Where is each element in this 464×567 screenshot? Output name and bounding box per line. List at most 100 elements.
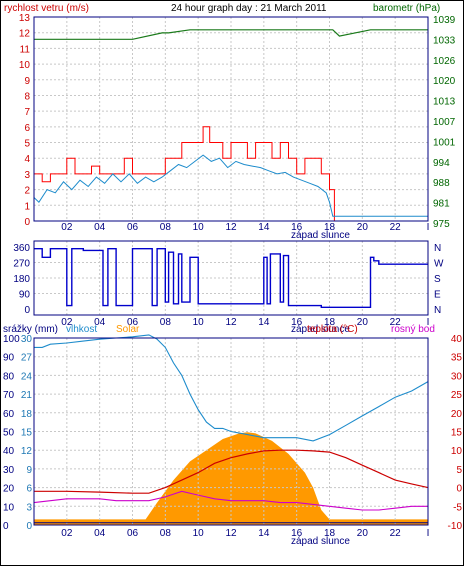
x-tick-label: 18 — [324, 528, 336, 539]
temperature-tick-label: 20 — [451, 409, 463, 420]
temperature-tick-label: 40 — [451, 334, 463, 345]
rain-tick-label: 80 — [3, 371, 15, 382]
temperature-tick-label: 30 — [451, 371, 463, 382]
humidity-tick-label: 21 — [21, 390, 33, 401]
wind-tick-label: 4 — [24, 154, 30, 165]
humidity-tick-label: 15 — [21, 428, 33, 439]
wind-pressure-chart: rychlost vetru (m/s) 24 hour graph day :… — [4, 3, 456, 241]
pressure-y-ticks: 975 981 988 994 1001 1007 1013 1020 1026 1033 1039 — [433, 15, 456, 230]
compass-tick-label: E — [434, 290, 441, 301]
pressure-axis-title: barometr (hPa) — [373, 3, 440, 14]
direction-x-ticks: 02 04 06 08 10 12 14 16 18 20 22 I — [61, 317, 429, 328]
temperature-tick-label: 0 — [456, 484, 462, 495]
wind-tick-label: 13 — [19, 13, 31, 24]
wind-tick-label: 10 — [19, 60, 31, 71]
temperature-tick-label: 5 — [456, 465, 462, 476]
wind-speed-line — [33, 154, 428, 217]
x-tick-label: 08 — [160, 222, 172, 233]
rain-tick-label: 10 — [3, 502, 15, 513]
sunset-label: západ slunce — [291, 230, 350, 241]
pressure-tick-label: 994 — [433, 158, 450, 169]
rain-y-ticks: 0 10 20 30 40 50 60 70 80 90 100 — [3, 334, 20, 532]
rain-tick-label: 70 — [3, 390, 15, 401]
wind-axis-title: rychlost vetru (m/s) — [4, 3, 89, 14]
x-tick-label: 04 — [94, 222, 106, 233]
x-tick-label: 02 — [61, 528, 73, 539]
humidity-tick-label: 18 — [21, 409, 33, 420]
dew-point-line — [33, 490, 428, 511]
wind-tick-label: 0 — [24, 217, 30, 228]
x-tick-label: 14 — [258, 528, 270, 539]
humidity-tick-label: 30 — [21, 334, 33, 345]
sunset-label: západ slunce — [291, 536, 350, 547]
x-tick-label: 12 — [225, 317, 237, 328]
x-tick-label: 04 — [94, 317, 106, 328]
wind-tick-label: 5 — [24, 139, 30, 150]
rain-tick-label: 100 — [3, 334, 20, 345]
temperature-y-ticks: -10 -5 0 5 10 15 20 25 30 35 40 — [448, 334, 463, 532]
wind-tick-label: 6 — [24, 123, 30, 134]
temperature-tick-label: -5 — [453, 502, 462, 513]
wind-series — [33, 29, 428, 222]
humidity-tick-label: 24 — [21, 371, 33, 382]
wind-tick-label: 9 — [24, 76, 30, 87]
humidity-tick-label: 12 — [21, 446, 33, 457]
temperature-chart: srážky (mm) vlhkost Solar teplota (°C) rosný… — [3, 324, 462, 547]
pressure-tick-label: 1007 — [433, 117, 456, 128]
compass-tick-label: N — [434, 243, 441, 254]
pressure-tick-label: 1039 — [433, 15, 456, 26]
legend: srážky (mm) vlhkost Solar teplota (°C) rosný… — [3, 324, 435, 335]
x-tick-label: 16 — [291, 317, 303, 328]
x-tick-label: 02 — [61, 222, 73, 233]
x-tick-label: 14 — [258, 222, 270, 233]
temperature-tick-label: 25 — [451, 390, 463, 401]
wind-tick-label: 11 — [20, 44, 31, 55]
x-tick-label: 16 — [291, 528, 303, 539]
wind-tick-label: 12 — [19, 29, 31, 40]
rain-tick-label: 50 — [3, 428, 15, 439]
legend-item: Solar — [116, 324, 140, 335]
wind-x-ticks: 02 04 06 08 10 12 14 16 18 20 22 I — [61, 222, 429, 233]
x-tick-label: 20 — [357, 222, 369, 233]
pressure-tick-label: 1020 — [433, 76, 456, 87]
pressure-tick-label: 988 — [433, 178, 450, 189]
chart-title: 24 hour graph day : 21 March 2011 — [171, 3, 327, 14]
pressure-line — [34, 29, 428, 40]
x-tick-label: I — [427, 222, 430, 233]
compass-tick-label: S — [434, 274, 441, 285]
humidity-tick-label: 0 — [26, 521, 32, 532]
compass-tick-label: W — [434, 259, 444, 270]
x-tick-label: 12 — [225, 528, 237, 539]
rain-tick-label: 0 — [3, 521, 9, 532]
legend-item: srážky (mm) — [3, 324, 58, 335]
x-tick-label: 04 — [94, 528, 106, 539]
wind-direction-line — [34, 247, 428, 308]
temperature-tick-label: -10 — [448, 521, 463, 532]
pressure-tick-label: 1001 — [433, 137, 456, 148]
pressure-tick-label: 1026 — [433, 56, 456, 67]
x-tick-label: 14 — [258, 317, 270, 328]
x-tick-label: 10 — [193, 222, 205, 233]
humidity-tick-label: 6 — [26, 484, 32, 495]
degree-tick-label: 90 — [19, 290, 31, 301]
x-tick-label: 16 — [291, 222, 303, 233]
x-tick-label: 22 — [390, 222, 402, 233]
x-tick-label: I — [427, 528, 430, 539]
x-tick-label: 10 — [193, 528, 205, 539]
degree-tick-label: 270 — [13, 259, 30, 270]
rain-tick-label: 90 — [3, 353, 15, 364]
pressure-tick-label: 1033 — [433, 35, 456, 46]
wind-gust-line — [34, 126, 428, 222]
humidity-tick-label: 27 — [21, 353, 33, 364]
humidity-tick-label: 3 — [26, 502, 32, 513]
rain-tick-label: 40 — [3, 446, 15, 457]
wind-plot-frame — [33, 16, 429, 222]
legend-item: teplota (°C) — [307, 324, 358, 335]
pressure-tick-label: 981 — [433, 199, 450, 210]
wind-tick-label: 2 — [24, 186, 30, 197]
temperature-series — [33, 334, 429, 524]
